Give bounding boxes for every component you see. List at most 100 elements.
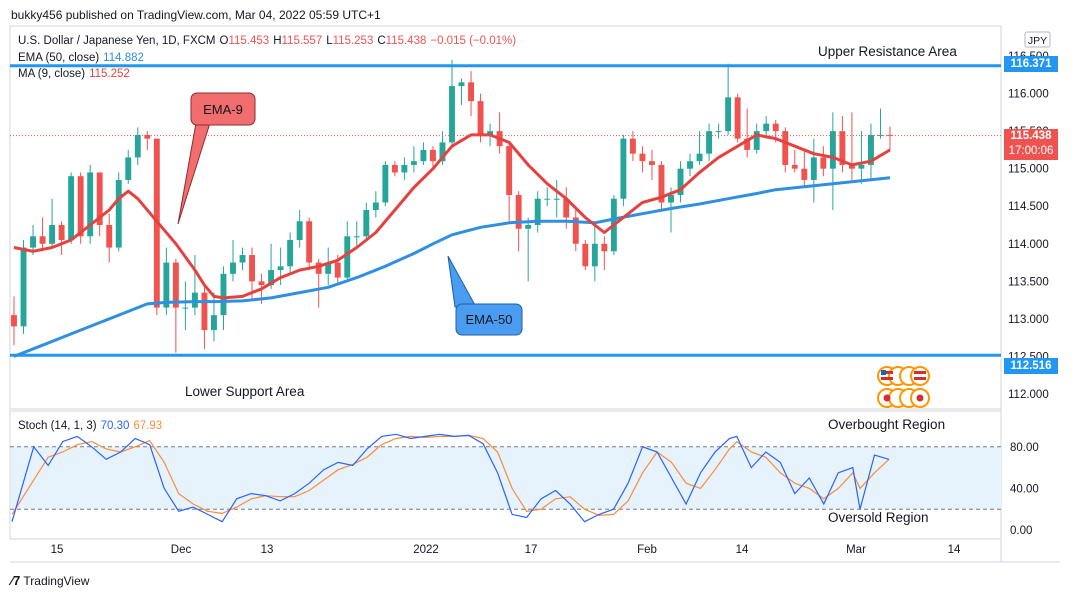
candle <box>791 149 798 173</box>
us-flag-icon[interactable] <box>910 366 930 386</box>
tradingview-brand: TradingView <box>23 574 90 588</box>
ema-legend-value: 114.882 <box>103 52 144 64</box>
candle <box>582 240 589 271</box>
candle <box>706 123 713 162</box>
stoch-tick-label: 80.00 <box>1010 442 1039 454</box>
price-tick-label: 113.000 <box>1008 314 1049 326</box>
candle <box>325 247 332 286</box>
candle-body <box>125 157 132 180</box>
tradingview-logo[interactable]: ⁄7 TradingView <box>11 573 89 588</box>
candle-body <box>239 255 246 263</box>
candle <box>534 191 541 233</box>
time-tick-label: Feb <box>637 544 657 556</box>
candle <box>810 138 817 203</box>
ma-legend[interactable]: MA (9, close) 115.252 <box>18 68 134 80</box>
stoch-k-value: 70.30 <box>100 420 130 432</box>
candle-body <box>11 315 17 327</box>
bar-countdown: 17:00:06 <box>1008 145 1054 157</box>
candle-body <box>620 138 627 199</box>
candle-body <box>201 292 208 331</box>
candle-body <box>306 221 313 263</box>
stoch-legend[interactable]: Stoch (14, 1, 3) 70.30 67.93 <box>18 420 166 432</box>
candle <box>420 142 427 165</box>
candle <box>848 112 855 180</box>
candle-body <box>782 131 789 165</box>
candle <box>620 134 627 207</box>
candle-body <box>87 172 94 237</box>
candle-body <box>658 164 665 203</box>
candle <box>239 247 246 271</box>
candle <box>468 71 474 117</box>
candle-body <box>458 82 465 87</box>
candle-body <box>258 281 265 286</box>
candle-body <box>734 97 741 139</box>
candle-body <box>296 221 303 241</box>
candle-body <box>791 164 798 169</box>
candle <box>506 142 513 222</box>
currency-badge[interactable] <box>1024 31 1051 48</box>
candle <box>172 258 179 353</box>
candle-body <box>325 262 332 274</box>
candle-body <box>410 161 417 165</box>
candle <box>629 131 636 162</box>
lower-support-label: Lower Support Area <box>185 384 305 399</box>
candle-body <box>449 86 455 143</box>
candle-body <box>582 243 589 267</box>
candle-body <box>848 164 855 169</box>
candle-body <box>639 153 646 162</box>
candle <box>839 116 846 173</box>
candle-body <box>211 315 217 331</box>
candle-body <box>39 236 46 244</box>
candle-body <box>563 198 570 218</box>
candle <box>677 161 684 203</box>
time-tick-label: 15 <box>51 544 64 556</box>
time-axis: 15 Dec 13 2022 17 Feb 14 Mar 14 <box>51 544 961 556</box>
candle <box>572 206 579 252</box>
price-tick-label: 114.500 <box>1008 201 1049 213</box>
candle-body <box>372 202 379 210</box>
candle <box>525 217 532 282</box>
stoch-legend-label: Stoch (14, 1, 3) <box>18 420 97 432</box>
candle-body <box>763 123 770 132</box>
ema-legend[interactable]: EMA (50, close) 114.882 <box>18 52 148 64</box>
candle <box>372 191 379 218</box>
candle <box>734 93 741 143</box>
candle <box>201 285 208 349</box>
candle <box>353 221 360 248</box>
candle <box>68 172 75 244</box>
candle <box>106 213 113 263</box>
candle <box>753 123 760 154</box>
candle-body <box>829 131 836 169</box>
candle <box>744 108 751 158</box>
moving-averages <box>13 133 891 358</box>
price-tick-label: 116.000 <box>1008 89 1049 101</box>
candle <box>868 123 874 180</box>
symbol-legend[interactable]: U.S. Dollar / Japanese Yen, 1D, FXCM O115… <box>18 35 520 47</box>
ema9-callout <box>190 92 256 126</box>
candle-body <box>772 123 779 132</box>
candle-body <box>420 149 427 162</box>
open-value: 115.453 <box>228 35 270 47</box>
low-value: 115.253 <box>332 35 374 47</box>
candle-body <box>820 157 827 169</box>
candle-body <box>725 97 732 132</box>
candle-body <box>172 262 179 308</box>
economic-events[interactable] <box>877 366 930 408</box>
candle <box>363 202 370 241</box>
candle <box>344 221 351 282</box>
candle-body <box>706 131 713 154</box>
time-tick-label: 2022 <box>413 544 439 556</box>
candle-body <box>315 262 322 274</box>
last-price-tag: 115.438 17:00:06 <box>1004 129 1058 160</box>
candle-body <box>230 262 236 274</box>
candle-body <box>801 168 808 180</box>
candle <box>20 240 27 334</box>
candle-body <box>744 138 751 150</box>
candle <box>858 131 865 184</box>
candle <box>306 217 313 271</box>
ma-legend-value: 115.252 <box>89 68 130 80</box>
stoch-layer: 80.00 40.00 0.00 <box>10 433 1039 537</box>
last-price-value: 115.438 <box>1010 130 1052 142</box>
candle <box>591 225 598 282</box>
